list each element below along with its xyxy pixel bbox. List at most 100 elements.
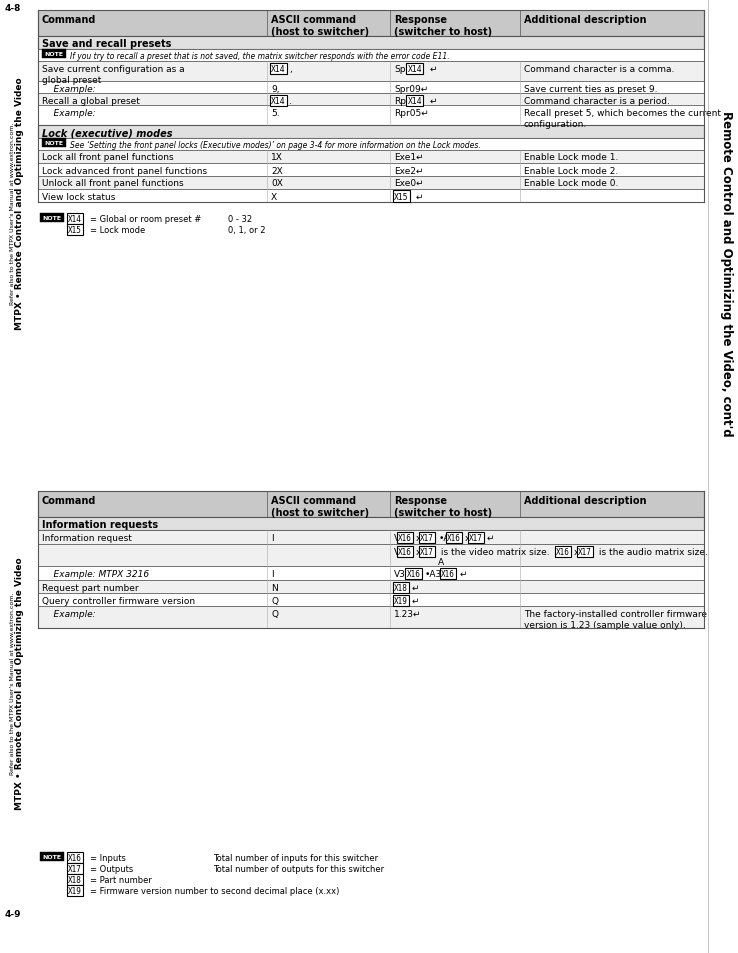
Text: Q: Q xyxy=(271,609,278,618)
Text: is the video matrix size.
A: is the video matrix size. A xyxy=(438,547,550,567)
Text: Exe1↵: Exe1↵ xyxy=(394,153,424,162)
Text: Additional description: Additional description xyxy=(524,496,646,505)
Text: = Part number: = Part number xyxy=(90,875,152,884)
Text: X19: X19 xyxy=(394,597,408,605)
Text: V32: V32 xyxy=(394,569,412,578)
Text: NOTE: NOTE xyxy=(44,141,63,146)
Text: = Firmware version number to second decimal place (x.xx): = Firmware version number to second deci… xyxy=(90,886,339,895)
Text: V: V xyxy=(394,547,400,557)
Bar xyxy=(38,11,704,37)
Text: Example: MTPX 3216: Example: MTPX 3216 xyxy=(42,569,149,578)
Text: X14: X14 xyxy=(68,214,82,224)
Text: X14: X14 xyxy=(407,97,422,106)
Text: ↵: ↵ xyxy=(459,569,467,578)
Text: X19: X19 xyxy=(68,886,82,895)
Text: •A32: •A32 xyxy=(424,569,447,578)
Text: Save current configuration as a
global preset: Save current configuration as a global p… xyxy=(42,65,184,85)
Text: = Global or room preset #: = Global or room preset # xyxy=(90,214,201,224)
Text: If you try to recall a preset that is not saved, the matrix switcher responds wi: If you try to recall a preset that is no… xyxy=(70,52,449,61)
Text: 2X: 2X xyxy=(271,167,283,175)
Text: X16: X16 xyxy=(446,534,461,542)
Bar xyxy=(42,139,66,148)
Text: Refer also to the MTPX User's Manual at www.extron.com.: Refer also to the MTPX User's Manual at … xyxy=(10,123,15,305)
Text: Response
(switcher to host): Response (switcher to host) xyxy=(394,496,492,517)
Text: Command character is a comma.: Command character is a comma. xyxy=(524,65,675,74)
Bar xyxy=(38,177,704,190)
Text: X18: X18 xyxy=(68,875,82,884)
Text: ↵: ↵ xyxy=(416,193,424,201)
Bar xyxy=(38,517,704,531)
Text: X18: X18 xyxy=(394,583,408,593)
Text: 0, 1, or 2: 0, 1, or 2 xyxy=(228,226,266,234)
Text: X16: X16 xyxy=(407,569,421,578)
Bar xyxy=(38,139,704,151)
Text: = Inputs: = Inputs xyxy=(90,853,126,862)
Text: X17: X17 xyxy=(68,864,82,873)
Bar xyxy=(38,62,704,82)
Text: Unlock all front panel functions: Unlock all front panel functions xyxy=(42,179,184,189)
Text: Save and recall presets: Save and recall presets xyxy=(42,39,171,49)
Text: I: I xyxy=(271,569,274,578)
Text: NOTE: NOTE xyxy=(43,854,61,859)
Bar xyxy=(38,566,704,580)
Bar xyxy=(38,594,704,606)
Text: X: X xyxy=(271,193,277,201)
Text: 0 - 32: 0 - 32 xyxy=(228,214,252,224)
Text: X17: X17 xyxy=(469,534,483,542)
Text: Lock advanced front panel functions: Lock advanced front panel functions xyxy=(42,167,207,175)
Text: Example:: Example: xyxy=(42,609,96,618)
Text: ASCII command
(host to switcher): ASCII command (host to switcher) xyxy=(271,15,369,37)
Bar xyxy=(38,94,704,106)
Text: ,: , xyxy=(289,65,292,74)
Bar xyxy=(38,580,704,594)
Text: Example:: Example: xyxy=(42,85,96,94)
Text: Rpr05↵: Rpr05↵ xyxy=(394,109,429,118)
Bar xyxy=(40,852,64,862)
Text: Refer also to the MTPX User's Manual at www.extron.com.: Refer also to the MTPX User's Manual at … xyxy=(10,592,15,775)
Text: X15: X15 xyxy=(394,193,409,201)
Text: ↵: ↵ xyxy=(430,97,437,106)
Text: 4-9: 4-9 xyxy=(5,909,21,918)
Text: X16: X16 xyxy=(441,569,455,578)
Text: V: V xyxy=(394,534,400,542)
Text: X14: X14 xyxy=(407,65,422,74)
Text: = Outputs: = Outputs xyxy=(90,864,134,873)
Text: Enable Lock mode 2.: Enable Lock mode 2. xyxy=(524,167,618,175)
Text: 1X: 1X xyxy=(271,153,283,162)
Text: X16: X16 xyxy=(68,853,82,862)
Text: 5.: 5. xyxy=(271,109,280,118)
Bar xyxy=(38,151,704,164)
Bar xyxy=(38,82,704,94)
Bar xyxy=(38,126,704,139)
Text: 9,: 9, xyxy=(271,85,280,94)
Text: ↵: ↵ xyxy=(412,583,419,593)
Text: Save current ties as preset 9.: Save current ties as preset 9. xyxy=(524,85,658,94)
Text: Information request: Information request xyxy=(42,534,132,542)
Bar xyxy=(38,492,704,517)
Text: Spr09↵: Spr09↵ xyxy=(394,85,428,94)
Text: Total number of inputs for this switcher: Total number of inputs for this switcher xyxy=(213,853,378,862)
Text: Response
(switcher to host): Response (switcher to host) xyxy=(394,15,492,37)
Text: MTPX • Remote Control and Optimizing the Video: MTPX • Remote Control and Optimizing the… xyxy=(15,77,24,330)
Bar xyxy=(40,213,64,223)
Text: X14: X14 xyxy=(271,97,286,106)
Text: X15: X15 xyxy=(68,226,82,234)
Text: Recall preset 5, which becomes the current
configuration.: Recall preset 5, which becomes the curre… xyxy=(524,109,721,129)
Text: Q: Q xyxy=(271,597,278,605)
Bar xyxy=(38,544,704,566)
Text: x: x xyxy=(465,534,470,542)
Text: Recall a global preset: Recall a global preset xyxy=(42,97,140,106)
Text: x: x xyxy=(416,534,421,542)
Text: Spr: Spr xyxy=(394,65,410,74)
Text: Additional description: Additional description xyxy=(524,15,646,25)
Text: Rpr: Rpr xyxy=(394,97,410,106)
Text: Exe2↵: Exe2↵ xyxy=(394,167,424,175)
Text: MTPX • Remote Control and Optimizing the Video: MTPX • Remote Control and Optimizing the… xyxy=(15,558,24,809)
Text: N: N xyxy=(271,583,277,593)
Text: Exe0↵: Exe0↵ xyxy=(394,179,424,189)
Text: I: I xyxy=(271,534,274,542)
Text: is the audio matrix size.: is the audio matrix size. xyxy=(596,547,708,557)
Text: ↵: ↵ xyxy=(430,65,437,74)
Text: Request part number: Request part number xyxy=(42,583,139,593)
Bar xyxy=(38,164,704,177)
